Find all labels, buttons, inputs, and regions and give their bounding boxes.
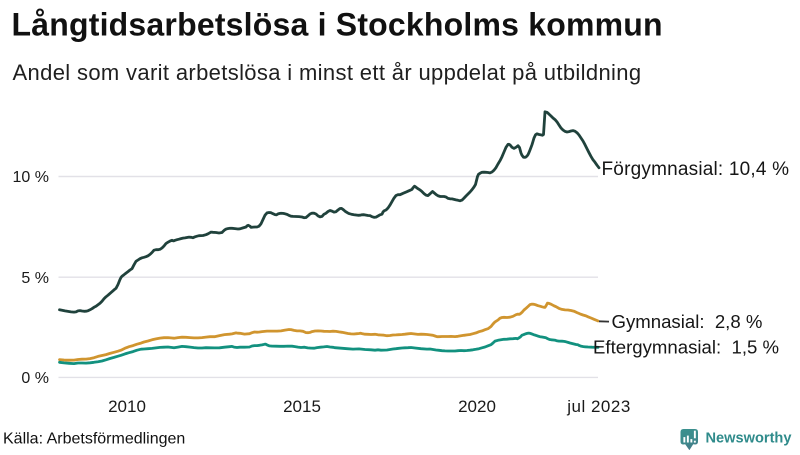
svg-text:Långtidsarbetslösa i Stockholm: Långtidsarbetslösa i Stockholms kommun [12,7,663,43]
svg-text:jul 2023: jul 2023 [566,397,631,416]
svg-text:Källa: Arbetsförmedlingen: Källa: Arbetsförmedlingen [3,431,185,448]
svg-text:10 %: 10 % [13,169,49,186]
svg-text:2015: 2015 [283,397,321,416]
svg-text:Gymnasial: 2,8 %: Gymnasial: 2,8 % [612,311,763,332]
svg-text:Eftergymnasial: 1,5 %: Eftergymnasial: 1,5 % [593,337,779,358]
svg-text:2020: 2020 [458,397,496,416]
svg-text:0 %: 0 % [21,370,49,387]
svg-text:Förgymnasial: 10,4 %: Förgymnasial: 10,4 % [602,159,790,180]
svg-text:Newsworthy: Newsworthy [706,431,793,447]
svg-text:Andel som varit arbetslösa i m: Andel som varit arbetslösa i minst ett å… [13,60,642,85]
svg-text:5 %: 5 % [21,270,49,287]
svg-text:2010: 2010 [108,397,146,416]
